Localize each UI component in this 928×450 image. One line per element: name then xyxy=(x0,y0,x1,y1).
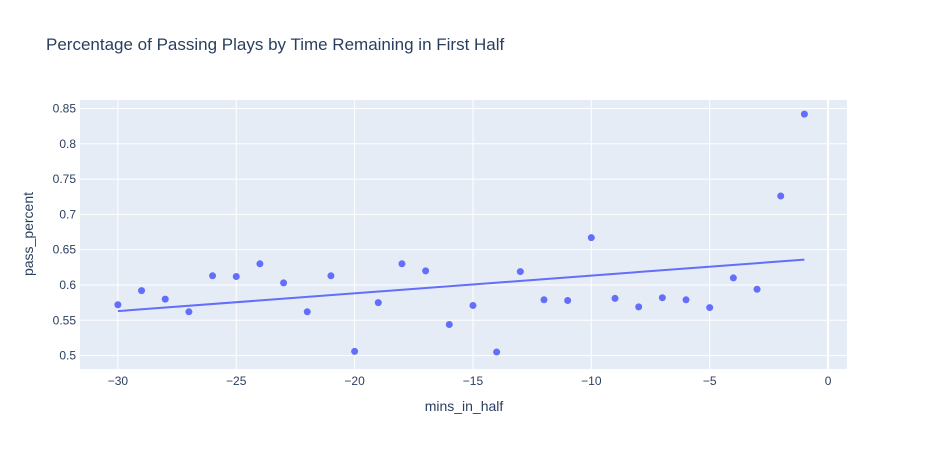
data-point xyxy=(209,272,217,280)
data-point xyxy=(658,294,666,302)
data-point xyxy=(564,297,572,305)
y-tick-label: 0.7 xyxy=(59,207,76,221)
trendline-layer xyxy=(117,258,805,313)
x-tick-label: 0 xyxy=(825,374,832,388)
y-axis-title: pass_percent xyxy=(20,192,36,276)
data-point xyxy=(777,192,785,200)
data-point xyxy=(729,274,737,282)
data-point xyxy=(706,304,714,312)
data-point xyxy=(445,321,453,329)
data-point xyxy=(232,273,240,281)
data-points xyxy=(114,110,808,356)
trendline xyxy=(117,258,805,313)
x-tick-label: −15 xyxy=(463,374,484,388)
y-tick-label: 0.85 xyxy=(53,101,77,115)
x-tick-label: −20 xyxy=(344,374,365,388)
y-tick-label: 0.6 xyxy=(59,278,76,292)
tick-labels: 0.5 0.55 0.6 0.65 0.7 0.75 0.8 0.85 −30 −25 −20 −15… xyxy=(53,101,832,388)
data-point xyxy=(351,347,359,355)
data-point xyxy=(493,348,501,356)
data-point xyxy=(611,294,619,302)
y-tick-label: 0.8 xyxy=(59,137,76,151)
data-point xyxy=(800,110,808,118)
x-axis-title: mins_in_half xyxy=(425,398,504,414)
data-point xyxy=(327,272,335,280)
data-point xyxy=(587,234,595,242)
data-point xyxy=(753,285,761,293)
data-point xyxy=(161,295,169,303)
x-tick-label: −10 xyxy=(581,374,602,388)
data-point xyxy=(422,267,430,275)
y-tick-label: 0.65 xyxy=(53,243,77,257)
x-tick-label: −30 xyxy=(108,374,129,388)
data-point xyxy=(280,279,288,287)
data-point xyxy=(185,308,193,316)
chart-title: Percentage of Passing Plays by Time Rema… xyxy=(46,35,505,54)
data-point xyxy=(516,268,524,276)
data-point xyxy=(374,299,382,307)
data-point xyxy=(540,296,548,304)
x-tick-label: −25 xyxy=(226,374,247,388)
y-tick-label: 0.55 xyxy=(53,313,77,327)
data-point xyxy=(138,287,146,295)
plot-area xyxy=(80,100,847,369)
x-tick-label: −5 xyxy=(703,374,717,388)
data-point xyxy=(256,260,264,268)
y-tick-label: 0.5 xyxy=(59,349,76,363)
data-point xyxy=(635,303,643,311)
y-tick-label: 0.75 xyxy=(53,172,77,186)
data-point xyxy=(398,260,406,268)
data-point xyxy=(469,301,477,309)
data-point xyxy=(682,296,690,304)
data-point xyxy=(303,308,311,316)
data-point xyxy=(114,301,122,309)
